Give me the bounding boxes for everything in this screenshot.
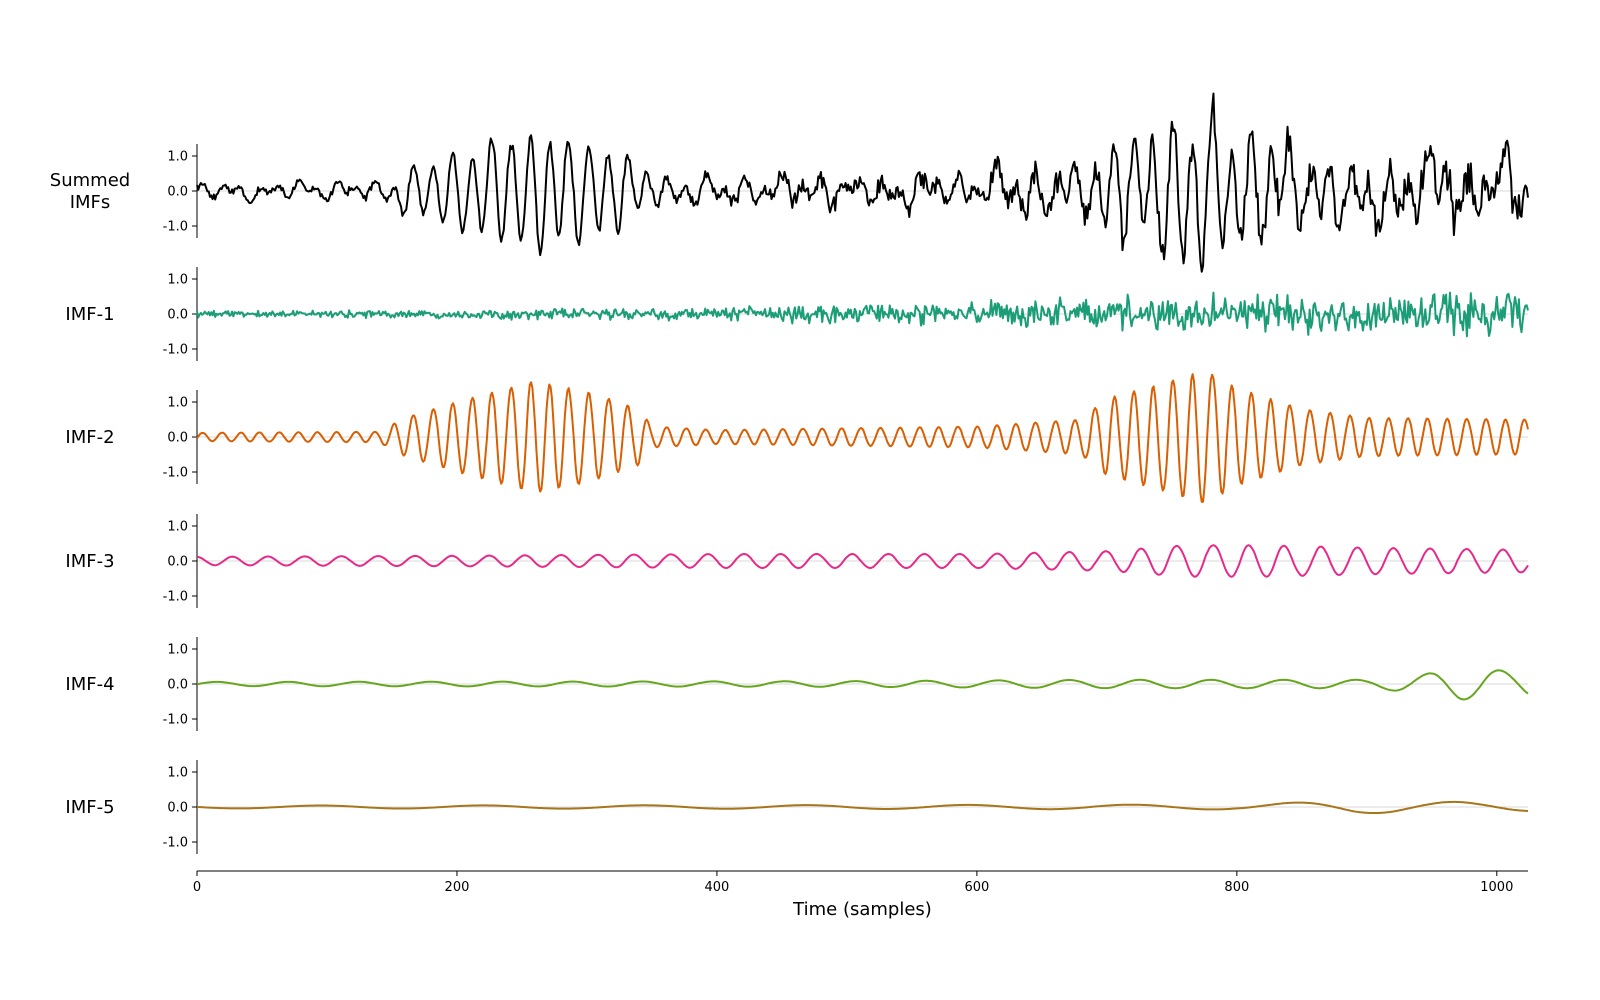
subplot-imf-3: 1.0 0.0 -1.0 IMF-3: [65, 514, 1529, 608]
x-axis-title: Time (samples): [792, 899, 932, 920]
y-tick-label: -1.0: [163, 466, 188, 481]
y-tick-label: -1.0: [163, 343, 188, 358]
series-label: Summed IMFs: [50, 170, 130, 213]
y-tick-label: -1.0: [163, 713, 188, 728]
series-label: IMF-4: [65, 674, 114, 695]
y-tick-label: 1.0: [167, 396, 188, 411]
y-tick-label: 0.0: [167, 555, 188, 570]
y-tick-label: -1.0: [163, 836, 188, 851]
series-line-imf-5: [196, 800, 1529, 815]
x-tick-label: 600: [964, 880, 989, 895]
y-tick-label: -1.0: [163, 220, 188, 235]
series-label: IMF-3: [65, 551, 114, 572]
x-tick-label: 200: [445, 880, 470, 895]
y-tick-label: 1.0: [167, 520, 188, 535]
x-tick-label: 1000: [1480, 880, 1513, 895]
x-axis: 0 200 400 600 800 1000 Time (samples): [193, 870, 1528, 920]
x-tick-label: 0: [193, 880, 201, 895]
y-tick-label: 1.0: [167, 643, 188, 658]
series-label: IMF-2: [65, 427, 114, 448]
y-tick-label: 1.0: [167, 766, 188, 781]
y-tick-label: 0.0: [167, 431, 188, 446]
y-tick-label: 0.0: [167, 185, 188, 200]
subplot-imf-4: 1.0 0.0 -1.0 IMF-4: [65, 637, 1529, 731]
series-label: IMF-5: [65, 797, 114, 818]
series-line-imf-2: [196, 373, 1529, 503]
y-tick-label: -1.0: [163, 590, 188, 605]
y-tick-label: 1.0: [167, 150, 188, 165]
subplot-imf-2: 1.0 0.0 -1.0 IMF-2: [65, 373, 1529, 503]
subplot-imf-1: 1.0 0.0 -1.0 IMF-1: [65, 267, 1529, 361]
series-line-imf-3: [196, 544, 1529, 578]
y-tick-label: 1.0: [167, 273, 188, 288]
y-tick-label: 0.0: [167, 801, 188, 816]
y-tick-label: 0.0: [167, 678, 188, 693]
series-label: IMF-1: [65, 304, 114, 325]
series-line-imf-1: [196, 291, 1529, 338]
series-line-imf-4: [196, 669, 1529, 701]
x-tick-label: 800: [1224, 880, 1249, 895]
x-ticks: 0 200 400 600 800 1000: [193, 871, 1513, 895]
subplot-rows: 1.0 0.0 -1.0 Summed IMFs 1.0 0.0 -1.0 IMF-1 1.0 0.…: [50, 92, 1529, 854]
series-line-summed-imfs: [196, 92, 1529, 273]
x-tick-label: 400: [705, 880, 730, 895]
subplot-imf-5: 1.0 0.0 -1.0 IMF-5: [65, 760, 1529, 854]
subplot-summed-imfs: 1.0 0.0 -1.0 Summed IMFs: [50, 92, 1529, 273]
y-tick-label: 0.0: [167, 308, 188, 323]
